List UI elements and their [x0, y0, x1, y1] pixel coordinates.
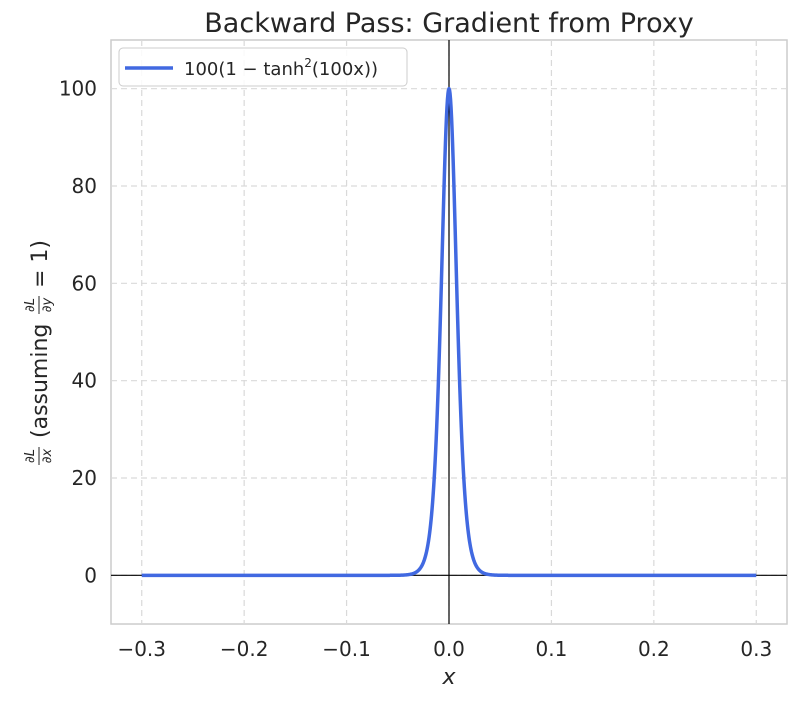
ylabel-paren-close: = 1): [28, 240, 53, 288]
ylabel-dl-den: ∂x: [40, 448, 55, 463]
x-tick-label: 0.3: [740, 637, 772, 661]
x-tick-label: 0.2: [638, 637, 670, 661]
ylabel-dy-den: ∂y: [40, 297, 55, 312]
x-tick-labels: −0.3 −0.2 −0.1 0.0 0.1 0.2 0.3: [117, 637, 772, 661]
y-tick-labels: 0 20 40 60 80 100: [59, 77, 97, 588]
series-line: [140, 86, 758, 578]
ylabel-dy-num: ∂L: [23, 298, 38, 312]
legend-label-pre: 100(1 − tanh: [184, 59, 304, 80]
y-tick-label: 0: [84, 563, 97, 587]
y-tick-label: 20: [72, 466, 97, 490]
ylabel-dl-num: ∂L: [23, 449, 38, 463]
x-tick-label: 0.0: [433, 637, 465, 661]
y-axis-label: ∂L ∂x (assuming ∂L ∂y = 1): [23, 240, 55, 465]
x-tick-label: −0.3: [117, 637, 166, 661]
legend-box: [118, 47, 408, 87]
legend-label-post: (100x)): [312, 59, 378, 80]
x-tick-label: 0.1: [536, 637, 568, 661]
x-axis-label: x: [441, 665, 456, 690]
x-tick-label: −0.2: [220, 637, 269, 661]
legend-label: 100(1 − tanh2(100x)): [184, 56, 378, 80]
x-tick-label: −0.1: [322, 637, 371, 661]
y-tick-label: 100: [59, 77, 97, 101]
chart-title: Backward Pass: Gradient from Proxy: [204, 8, 693, 39]
series-layer: [140, 86, 758, 578]
y-tick-label: 80: [72, 174, 97, 198]
y-tick-label: 40: [72, 369, 97, 393]
legend-label-sup: 2: [304, 56, 312, 70]
legend: 100(1 − tanh2(100x)): [118, 47, 408, 87]
y-tick-label: 60: [72, 271, 97, 295]
ylabel-paren-open: (assuming: [28, 324, 53, 438]
